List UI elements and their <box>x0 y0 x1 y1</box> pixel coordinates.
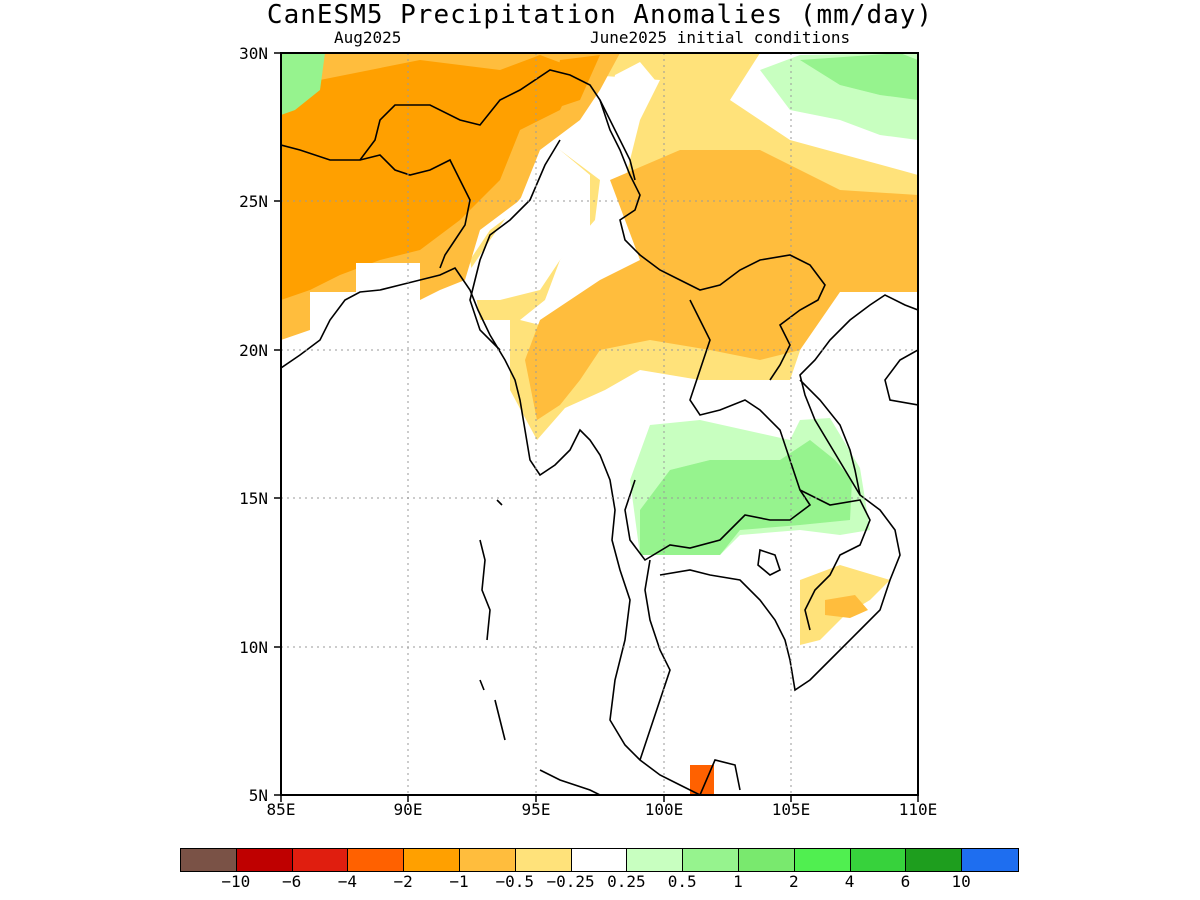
map-frame <box>280 52 919 796</box>
legend-label: −0.5 <box>495 872 535 891</box>
lon-label-105e: 105E <box>771 800 811 819</box>
legend-label: −10 <box>221 872 251 891</box>
lat-label-5n: 5N <box>248 786 268 805</box>
india-bangladesh-coast <box>281 266 701 795</box>
white-bay-gap <box>281 263 510 440</box>
graticule <box>281 53 918 795</box>
legend-swatch <box>459 849 516 871</box>
legend-label: 1 <box>733 872 743 891</box>
tonle-sap <box>757 548 781 576</box>
legend-label: −6 <box>281 872 302 891</box>
coastlines-borders <box>281 69 918 795</box>
wet-region-north-core <box>800 53 918 100</box>
thai-gulf-coast <box>639 294 918 795</box>
map-title: CanESM5 Precipitation Anomalies (mm/day) <box>266 0 934 30</box>
sumatra-tip <box>539 769 601 795</box>
legend-label: 2 <box>788 872 799 891</box>
legend-swatch <box>292 849 349 871</box>
bangladesh-border <box>359 154 471 269</box>
forecast-month: Aug2025 <box>334 28 402 47</box>
legend-swatch <box>571 849 628 871</box>
legend-label: −1 <box>449 872 469 891</box>
legend-label: 0.25 <box>607 872 646 891</box>
dry-north-white <box>612 62 655 102</box>
india-nepal-border <box>281 69 636 181</box>
andaman-islands <box>479 499 506 741</box>
legend-label: −0.25 <box>546 872 595 891</box>
lon-label-110e: 110E <box>898 800 938 819</box>
myanmar-inner-border <box>469 139 561 351</box>
lat-label-25n: 25N <box>239 192 268 211</box>
wet-region-moderate <box>640 440 852 555</box>
legend-label: 6 <box>900 872 911 891</box>
lat-label-10n: 10N <box>239 638 268 657</box>
legend-swatch <box>627 849 684 871</box>
legend-swatch <box>348 849 405 871</box>
lon-label-100e: 100E <box>644 800 684 819</box>
anomaly-shading <box>281 53 918 795</box>
dry-region-strong <box>281 55 600 300</box>
vietnam-north-coast <box>884 349 918 406</box>
white-upper-myanmar <box>470 150 590 300</box>
wet-region-northwest <box>281 53 325 115</box>
legend-swatch <box>683 849 739 871</box>
legend-swatch <box>962 849 1018 871</box>
legend-swatch <box>181 849 237 871</box>
myanmar-china-border <box>599 99 826 381</box>
legend-swatch <box>236 849 293 871</box>
lat-label-30n: 30N <box>239 44 268 63</box>
legend-label: 4 <box>844 872 855 891</box>
lon-label-85e: 85E <box>266 800 296 819</box>
cambodia-vietnam-border <box>799 489 871 631</box>
legend-swatch <box>738 849 795 871</box>
lat-label-20n: 20N <box>239 341 268 360</box>
legend-label: −2 <box>393 872 413 891</box>
legend-swatch <box>794 849 851 871</box>
initial-conditions: June2025 initial conditions <box>590 28 851 47</box>
lon-label-95e: 95E <box>521 800 551 819</box>
legend-swatch <box>906 849 963 871</box>
legend-swatch <box>404 849 460 871</box>
legend-label: 10 <box>951 872 971 891</box>
legend-swatch <box>515 849 572 871</box>
legend-label: 0.5 <box>667 872 697 891</box>
lon-label-90e: 90E <box>393 800 423 819</box>
axis-ticks <box>274 52 919 802</box>
lat-label-15n: 15N <box>239 489 268 508</box>
dry-patch-cambodia-core <box>825 595 868 618</box>
color-legend <box>180 848 1019 872</box>
legend-swatch <box>850 849 907 871</box>
laos-vietnam-border <box>799 379 861 496</box>
legend-label: −4 <box>337 872 358 891</box>
